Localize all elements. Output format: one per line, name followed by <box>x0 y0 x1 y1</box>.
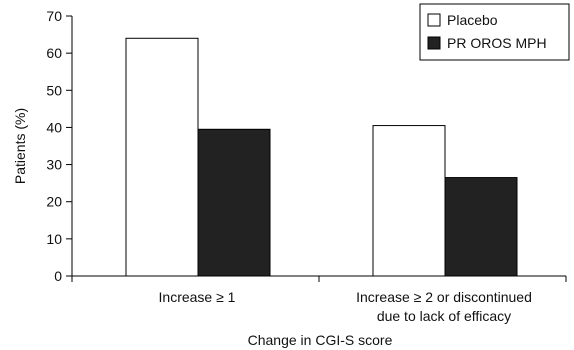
bars <box>125 37 518 277</box>
y-tick-label: 70 <box>46 8 62 24</box>
bar-placebo-0 <box>125 37 199 277</box>
legend: Placebo PR OROS MPH <box>419 3 570 61</box>
y-tick-label: 30 <box>46 157 62 173</box>
x-category-label: due to lack of efficacy <box>377 308 511 324</box>
y-tick-label: 0 <box>54 268 62 284</box>
legend-swatch-pr-oros-mph <box>427 36 441 50</box>
x-axis-title: Change in CGI-S score <box>248 332 393 348</box>
bar-pr-oros-mph-0 <box>197 128 271 277</box>
y-tick-label: 10 <box>46 231 62 247</box>
legend-swatch-placebo <box>427 13 441 27</box>
y-tick-label: 60 <box>46 45 62 61</box>
bar-placebo-1 <box>372 125 446 277</box>
legend-label-pr-oros-mph: PR OROS MPH <box>447 35 547 51</box>
y-tick-label: 50 <box>46 82 62 98</box>
x-category-label: Increase ≥ 2 or discontinued <box>356 289 532 305</box>
legend-label-placebo: Placebo <box>447 12 498 28</box>
legend-box <box>419 3 570 61</box>
bar-pr-oros-mph-1 <box>444 177 518 277</box>
y-tick-label: 20 <box>46 194 62 210</box>
y-tick-label: 40 <box>46 119 62 135</box>
y-axis-title: Patients (%) <box>12 108 28 184</box>
x-category-label: Increase ≥ 1 <box>159 289 236 305</box>
labels: 0 10 20 30 40 50 60 70 Increase ≥ 1 Increase ≥ 2 … <box>46 8 531 324</box>
